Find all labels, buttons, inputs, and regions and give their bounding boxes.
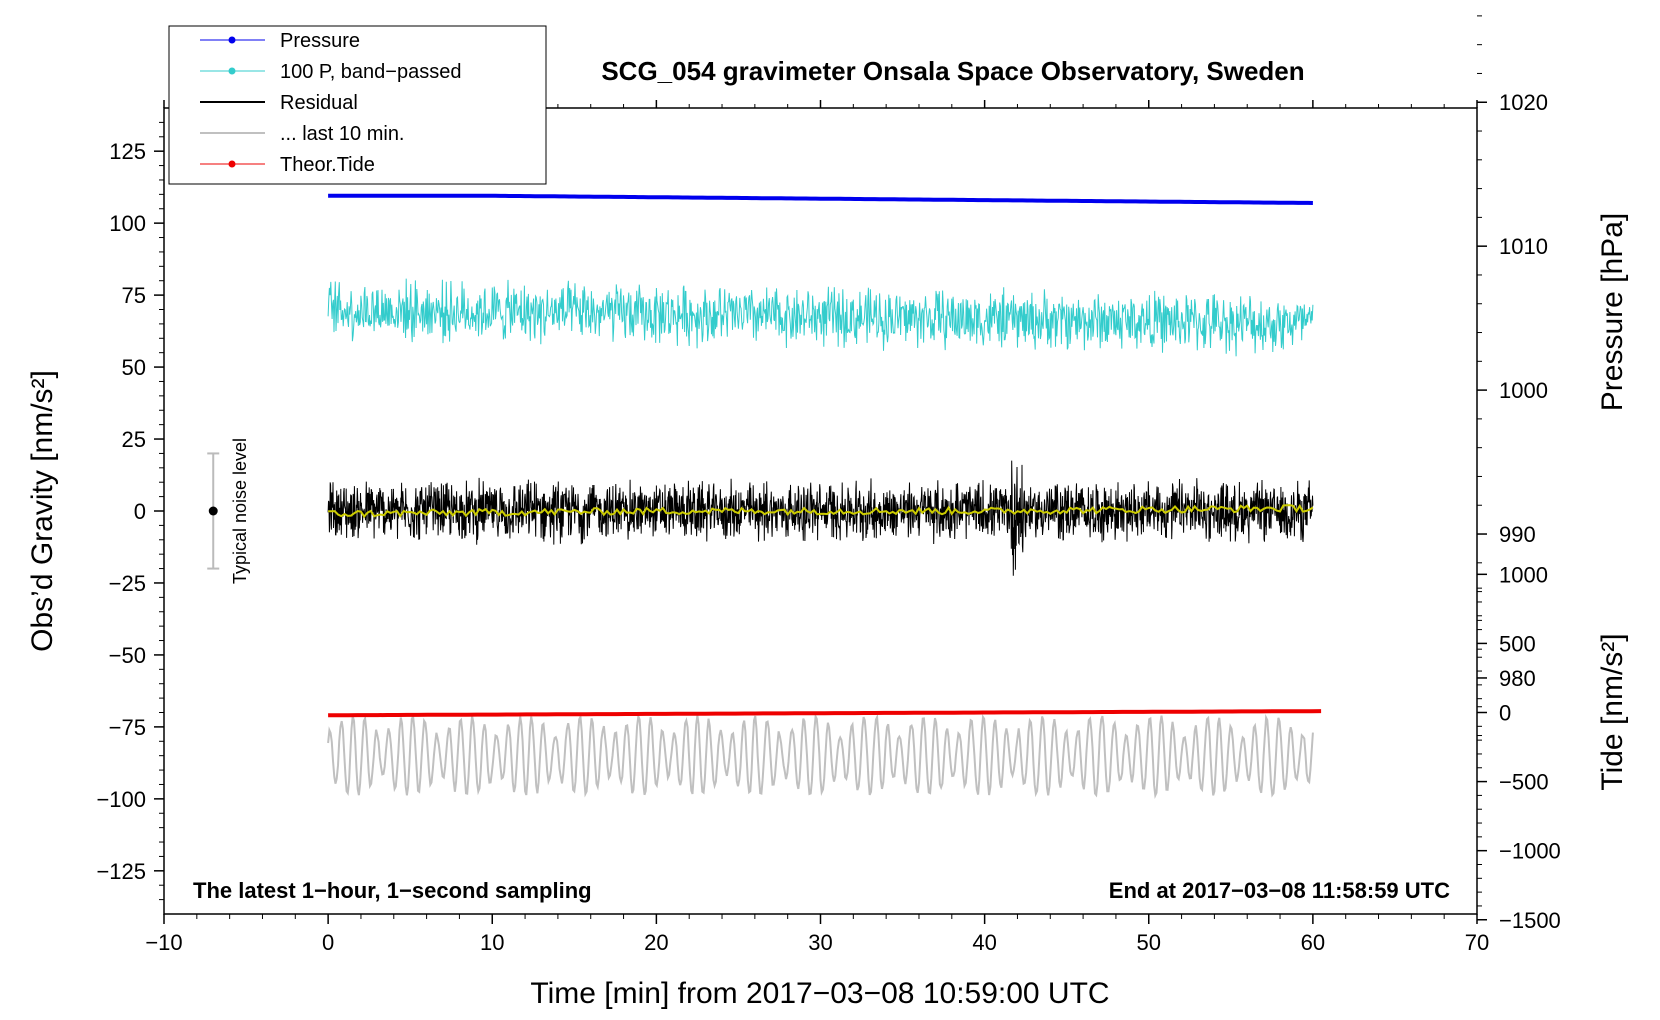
series-theor-tide — [328, 709, 1322, 718]
legend: Pressure 100 P, band−passed Residual ... la… — [168, 25, 547, 185]
left-tick-label: −75 — [109, 715, 146, 740]
left-axis: 125 100 75 50 25 0 −25 −50 −75 −100 −125 — [96, 121, 164, 901]
x-tick-label: −10 — [145, 930, 182, 955]
tide-tick-label: −1000 — [1499, 839, 1561, 864]
corner-note-left: The latest 1−hour, 1−second sampling — [193, 878, 592, 903]
left-tick-label: −50 — [109, 643, 146, 668]
pressure-tick-label: 990 — [1499, 522, 1536, 547]
legend-box — [168, 25, 547, 185]
noise-bar-label: Typical noise level — [230, 438, 250, 584]
tide-tick-label: −500 — [1499, 770, 1549, 795]
left-tick-label: 75 — [122, 283, 146, 308]
series-pressure — [328, 193, 1313, 205]
x-axis-title: Time [min] from 2017−03−08 10:59:00 UTC — [530, 977, 1109, 1010]
x-tick-label: 60 — [1301, 930, 1325, 955]
tide-tick-label: 1000 — [1499, 562, 1548, 587]
legend-label: Pressure — [280, 30, 360, 52]
pressure-tick-label: 1020 — [1499, 90, 1548, 115]
pressure-axis: 1030102010101000990980 — [1477, 15, 1548, 737]
left-axis-title: Obs’d Gravity [nm/s²] — [26, 370, 59, 652]
x-tick-label: 0 — [322, 930, 334, 955]
left-tick-label: 0 — [134, 499, 146, 524]
left-tick-label: 25 — [122, 427, 146, 452]
series-residual — [327, 460, 1314, 576]
legend-label: ... last 10 min. — [280, 123, 405, 145]
series-layer — [327, 193, 1322, 800]
pressure-tick-label: 980 — [1499, 666, 1536, 691]
corner-note-right: End at 2017−03−08 11:58:59 UTC — [1109, 878, 1450, 903]
series-band-passed — [327, 278, 1314, 357]
tide-axis: 1000 500 0 −500 −1000 −1500 — [1477, 562, 1561, 933]
legend-marker — [228, 160, 236, 168]
legend-label: Theor.Tide — [280, 154, 375, 176]
legend-marker — [228, 36, 236, 44]
pressure-tick-label: 1000 — [1499, 378, 1548, 403]
tide-tick-label: 0 — [1499, 701, 1511, 726]
x-tick-label: 70 — [1465, 930, 1489, 955]
tide-axis-title: Tide [nm/s²] — [1596, 633, 1629, 790]
left-tick-label: −100 — [96, 787, 146, 812]
tide-tick-label: 500 — [1499, 631, 1536, 656]
x-tick-label: 40 — [972, 930, 996, 955]
legend-label: Residual — [280, 92, 358, 114]
x-axis: −10 0 10 20 30 40 50 60 70 — [145, 100, 1489, 955]
series-residual-smoothed — [328, 504, 1314, 519]
tide-tick-label: −1500 — [1499, 908, 1561, 933]
chart-title: SCG_054 gravimeter Onsala Space Observat… — [601, 56, 1304, 86]
pressure-axis-title: Pressure [hPa] — [1596, 213, 1629, 411]
legend-label: 100 P, band−passed — [280, 61, 461, 83]
legend-items: Pressure 100 P, band−passed Residual ... la… — [200, 30, 461, 176]
left-tick-label: −25 — [109, 571, 146, 596]
x-tick-label: 30 — [808, 930, 832, 955]
x-tick-label: 50 — [1137, 930, 1161, 955]
left-tick-label: 50 — [122, 355, 146, 380]
x-tick-label: 20 — [644, 930, 668, 955]
left-tick-label: −125 — [96, 859, 146, 884]
left-tick-label: 100 — [109, 211, 146, 236]
left-tick-label: 125 — [109, 139, 146, 164]
pressure-tick-label: 1010 — [1499, 234, 1548, 259]
x-tick-label: 10 — [480, 930, 504, 955]
series-last-10-min — [327, 712, 1314, 800]
noise-bar: Typical noise level — [207, 438, 250, 584]
noise-bar-center — [208, 506, 218, 516]
left-axis-title-text: Obs’d Gravity [nm/s²] — [26, 370, 59, 652]
legend-marker — [228, 67, 236, 75]
